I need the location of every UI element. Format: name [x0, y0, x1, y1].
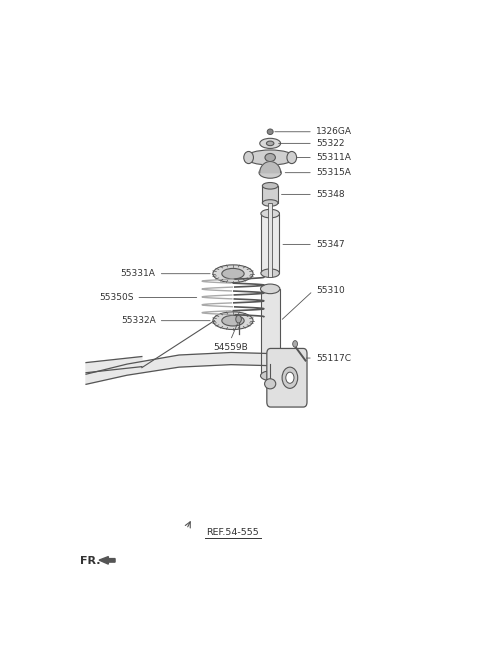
- Bar: [261, 289, 280, 376]
- Text: FR.: FR.: [81, 556, 101, 566]
- Ellipse shape: [222, 316, 244, 326]
- Polygon shape: [260, 161, 281, 173]
- Ellipse shape: [287, 152, 297, 163]
- Bar: [263, 186, 278, 203]
- Text: 54559B: 54559B: [213, 343, 248, 352]
- Ellipse shape: [246, 150, 294, 165]
- Text: 55117C: 55117C: [316, 354, 351, 363]
- Ellipse shape: [260, 138, 281, 148]
- Ellipse shape: [261, 371, 280, 380]
- Ellipse shape: [282, 367, 298, 388]
- Polygon shape: [99, 556, 115, 564]
- Text: 1326GA: 1326GA: [316, 127, 352, 136]
- Ellipse shape: [213, 265, 253, 283]
- Ellipse shape: [263, 199, 278, 206]
- Ellipse shape: [286, 372, 294, 383]
- Ellipse shape: [264, 379, 276, 389]
- Text: 55348: 55348: [316, 190, 345, 199]
- Text: 55322: 55322: [316, 139, 345, 148]
- Bar: [261, 214, 279, 273]
- Ellipse shape: [236, 316, 241, 323]
- Text: 55350S: 55350S: [99, 293, 133, 302]
- Ellipse shape: [267, 129, 273, 134]
- Ellipse shape: [259, 167, 281, 178]
- Polygon shape: [86, 352, 268, 384]
- Ellipse shape: [244, 152, 253, 163]
- Text: 55315A: 55315A: [316, 168, 351, 177]
- FancyBboxPatch shape: [267, 348, 307, 407]
- Text: 55331A: 55331A: [121, 269, 156, 278]
- Ellipse shape: [213, 312, 253, 329]
- Polygon shape: [86, 357, 142, 373]
- Ellipse shape: [261, 269, 279, 277]
- Ellipse shape: [261, 284, 280, 294]
- Text: 55310: 55310: [316, 287, 345, 295]
- Ellipse shape: [261, 209, 279, 218]
- Ellipse shape: [222, 268, 244, 279]
- Ellipse shape: [263, 182, 278, 189]
- Text: 55347: 55347: [316, 240, 345, 249]
- Text: REF.54-555: REF.54-555: [206, 528, 259, 537]
- Ellipse shape: [266, 141, 274, 146]
- Text: 55311A: 55311A: [316, 153, 351, 162]
- Ellipse shape: [265, 154, 276, 161]
- Text: 55332A: 55332A: [121, 316, 156, 325]
- Bar: [268, 203, 272, 277]
- Ellipse shape: [293, 340, 298, 347]
